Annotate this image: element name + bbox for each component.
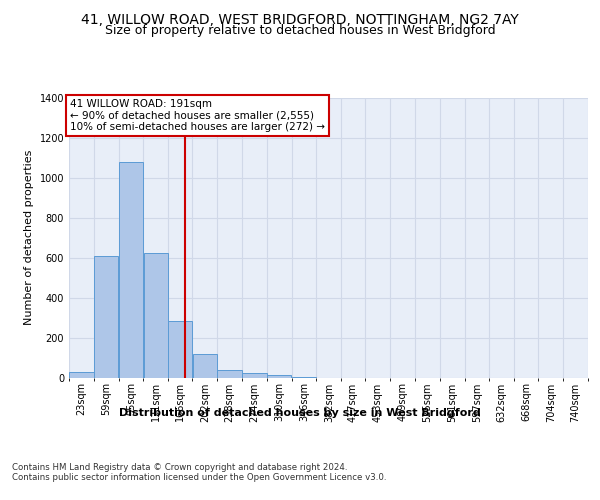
Bar bbox=[217, 370, 242, 378]
Text: 41 WILLOW ROAD: 191sqm
← 90% of detached houses are smaller (2,555)
10% of semi-: 41 WILLOW ROAD: 191sqm ← 90% of detached… bbox=[70, 99, 325, 132]
Text: Size of property relative to detached houses in West Bridgford: Size of property relative to detached ho… bbox=[104, 24, 496, 37]
Text: 41, WILLOW ROAD, WEST BRIDGFORD, NOTTINGHAM, NG2 7AY: 41, WILLOW ROAD, WEST BRIDGFORD, NOTTING… bbox=[81, 12, 519, 26]
Bar bbox=[94, 256, 118, 378]
Bar bbox=[168, 320, 192, 378]
Bar bbox=[242, 372, 266, 378]
Text: Contains HM Land Registry data © Crown copyright and database right 2024.
Contai: Contains HM Land Registry data © Crown c… bbox=[12, 462, 386, 482]
Bar bbox=[193, 354, 217, 378]
Bar bbox=[69, 372, 94, 378]
Bar bbox=[119, 162, 143, 378]
Y-axis label: Number of detached properties: Number of detached properties bbox=[24, 150, 34, 325]
Bar bbox=[143, 252, 168, 378]
Text: Distribution of detached houses by size in West Bridgford: Distribution of detached houses by size … bbox=[119, 408, 481, 418]
Bar bbox=[267, 374, 292, 378]
Bar bbox=[292, 376, 316, 378]
